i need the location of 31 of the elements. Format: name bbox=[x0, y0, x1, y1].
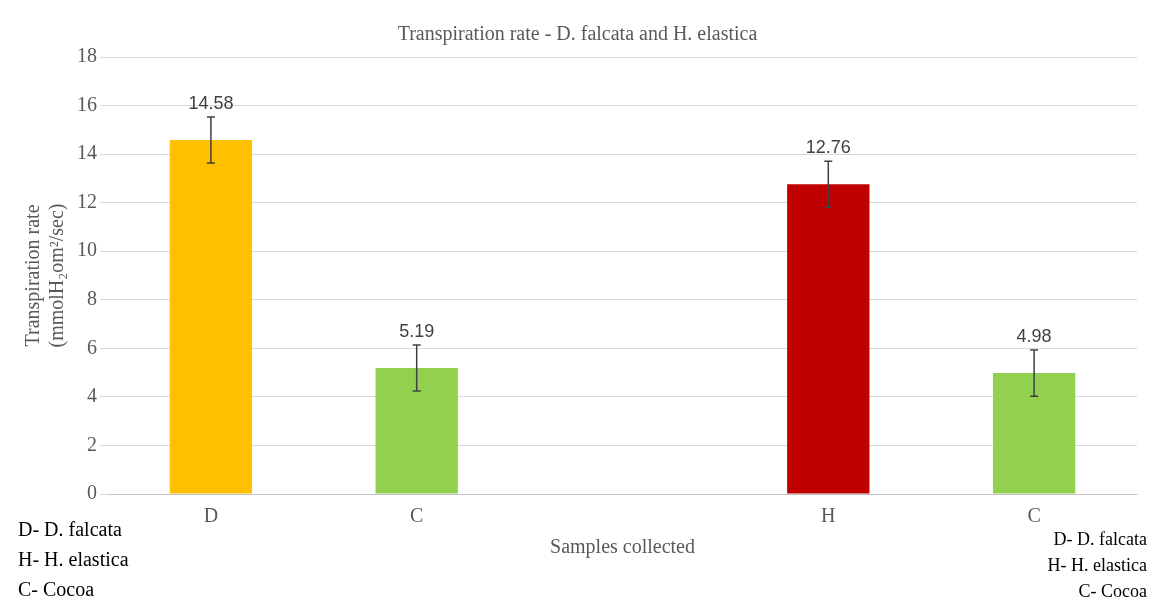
bar bbox=[375, 368, 458, 494]
bar bbox=[787, 184, 870, 494]
text: H- H. elastica bbox=[1047, 554, 1147, 577]
data-label: 4.98 bbox=[1016, 326, 1052, 346]
chart-title: Transpiration rate - D. falcata and H. elastica bbox=[397, 22, 758, 46]
text: D- D. falcata bbox=[1052, 528, 1147, 551]
data-label: 5.19 bbox=[399, 320, 435, 341]
y-tick-label: 10 bbox=[77, 238, 97, 261]
y-tick-label: 8 bbox=[87, 287, 97, 310]
bar bbox=[169, 140, 253, 494]
x-tick-label: H bbox=[821, 504, 836, 527]
data-label: 14.58 bbox=[188, 92, 234, 113]
x-tick-label: C bbox=[410, 504, 424, 527]
y-tick-label: 4 bbox=[87, 384, 97, 407]
data-label: 12.76 bbox=[805, 137, 851, 158]
bar bbox=[992, 373, 1076, 494]
y-tick-label: 12 bbox=[77, 189, 97, 212]
y-tick-label: 16 bbox=[77, 92, 97, 115]
x-tick-label: D bbox=[203, 504, 219, 527]
text: D- D. falcata bbox=[18, 517, 123, 542]
y-tick-label: 18 bbox=[77, 44, 97, 67]
y-tick-label: 2 bbox=[87, 432, 97, 455]
y-tick-label: 0 bbox=[87, 481, 97, 504]
y-tick-label: 14 bbox=[77, 141, 97, 164]
y-axis-title: Transpiration rate (mmolH₂om²/sec) bbox=[21, 203, 69, 348]
x-axis-title: Samples collected bbox=[550, 535, 695, 559]
y-tick-label: 6 bbox=[87, 335, 97, 358]
text: H- H. elastica bbox=[18, 547, 129, 572]
text: C- Cocoa bbox=[18, 577, 96, 602]
text: C- Cocoa bbox=[1077, 580, 1147, 603]
x-tick-label: C bbox=[1027, 504, 1041, 527]
